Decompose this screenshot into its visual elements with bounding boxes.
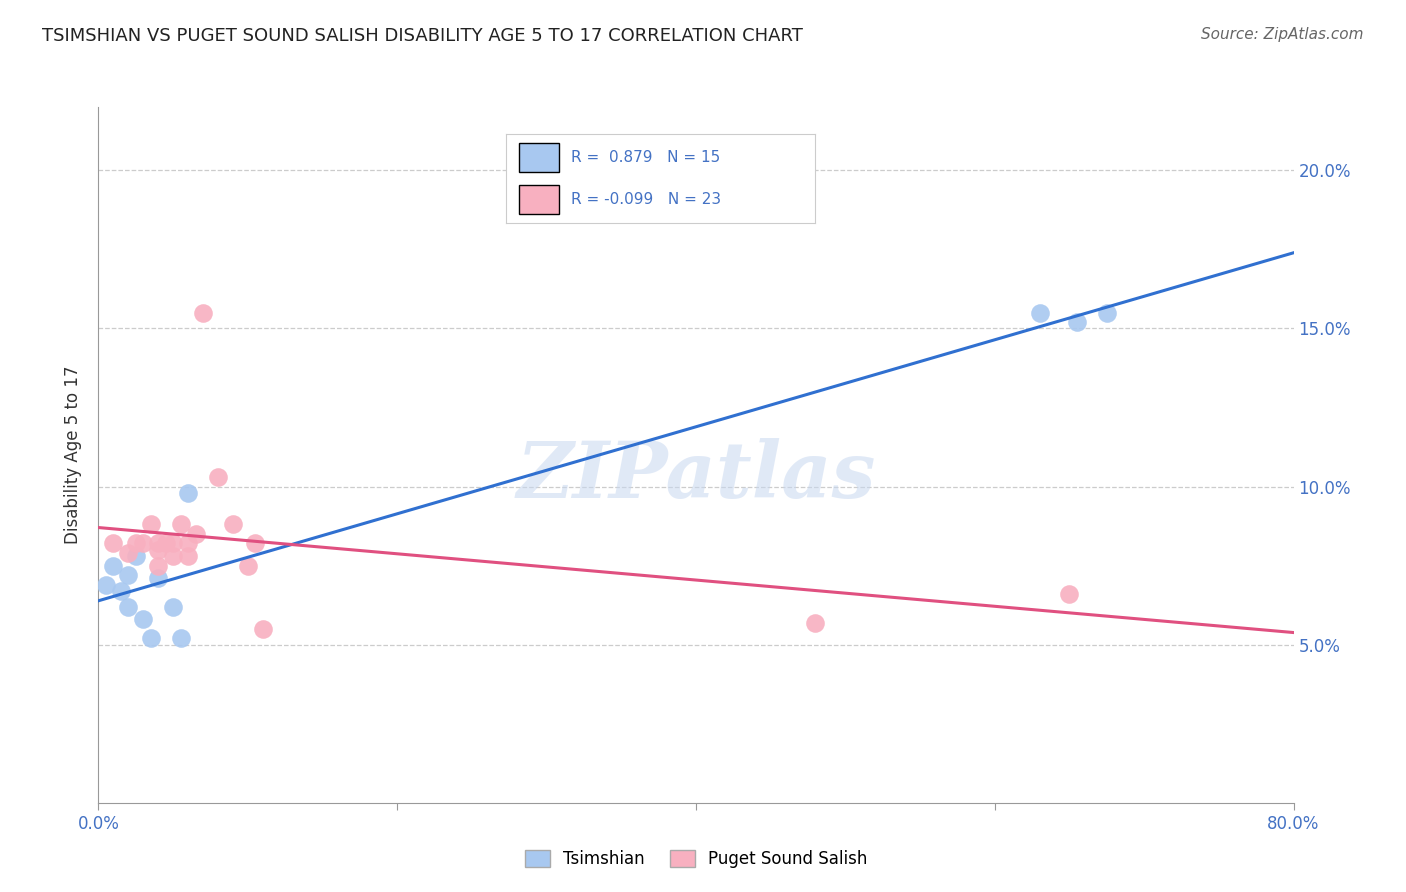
Legend: Tsimshian, Puget Sound Salish: Tsimshian, Puget Sound Salish <box>517 843 875 874</box>
Point <box>139 632 162 646</box>
Point <box>1095 305 1118 319</box>
Point <box>177 549 200 563</box>
Point <box>207 470 229 484</box>
Point <box>804 615 827 630</box>
Point <box>103 536 125 550</box>
Point <box>1059 587 1081 601</box>
Point <box>148 536 170 550</box>
Y-axis label: Disability Age 5 to 17: Disability Age 5 to 17 <box>65 366 83 544</box>
Point <box>169 632 191 646</box>
Point <box>184 527 207 541</box>
Point <box>155 536 177 550</box>
Point <box>177 486 200 500</box>
Point <box>148 571 170 585</box>
Point <box>94 577 117 591</box>
Point <box>148 558 170 573</box>
Point <box>148 542 170 557</box>
Point <box>103 558 125 573</box>
Text: TSIMSHIAN VS PUGET SOUND SALISH DISABILITY AGE 5 TO 17 CORRELATION CHART: TSIMSHIAN VS PUGET SOUND SALISH DISABILI… <box>42 27 803 45</box>
Point <box>125 536 148 550</box>
Point <box>162 549 184 563</box>
Point <box>245 536 267 550</box>
Point <box>110 583 132 598</box>
Point <box>125 549 148 563</box>
Point <box>117 546 139 560</box>
Point <box>236 558 259 573</box>
Point <box>117 599 139 614</box>
Point <box>177 536 200 550</box>
FancyBboxPatch shape <box>519 143 558 172</box>
Point <box>191 305 214 319</box>
Point <box>222 517 245 532</box>
Point <box>117 568 139 582</box>
Text: R = -0.099   N = 23: R = -0.099 N = 23 <box>571 193 721 207</box>
Point <box>132 612 155 626</box>
FancyBboxPatch shape <box>519 185 558 214</box>
Point <box>139 517 162 532</box>
Text: ZIPatlas: ZIPatlas <box>516 438 876 514</box>
Point <box>132 536 155 550</box>
Point <box>169 517 191 532</box>
Point <box>1028 305 1050 319</box>
Point <box>162 536 184 550</box>
Text: Source: ZipAtlas.com: Source: ZipAtlas.com <box>1201 27 1364 42</box>
Point <box>1066 315 1088 329</box>
Point <box>252 622 274 636</box>
Text: R =  0.879   N = 15: R = 0.879 N = 15 <box>571 151 720 165</box>
Point <box>162 599 184 614</box>
